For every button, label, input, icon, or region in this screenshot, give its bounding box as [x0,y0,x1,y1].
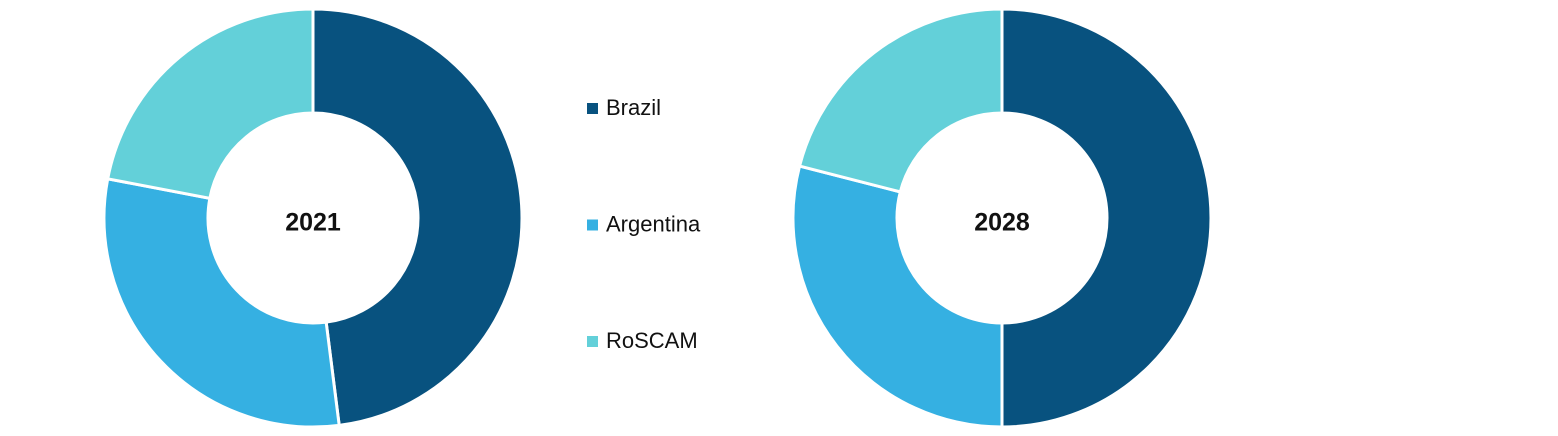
legend-swatch [587,219,598,231]
donut-slice [797,7,1004,194]
legend-swatch [587,336,598,347]
legend-label: Brazil [606,95,661,120]
donut-slice [791,164,1004,429]
donut-slice [105,7,315,201]
legend-label: RoSCAM [606,328,698,353]
center-label: 2021 [285,209,341,237]
donut-slice [1000,7,1213,429]
donut-slice [102,177,341,429]
center-label: 2028 [974,209,1030,237]
legend-label: Argentina [606,211,701,236]
donut-slice [311,7,524,428]
legend-swatch [587,103,598,114]
